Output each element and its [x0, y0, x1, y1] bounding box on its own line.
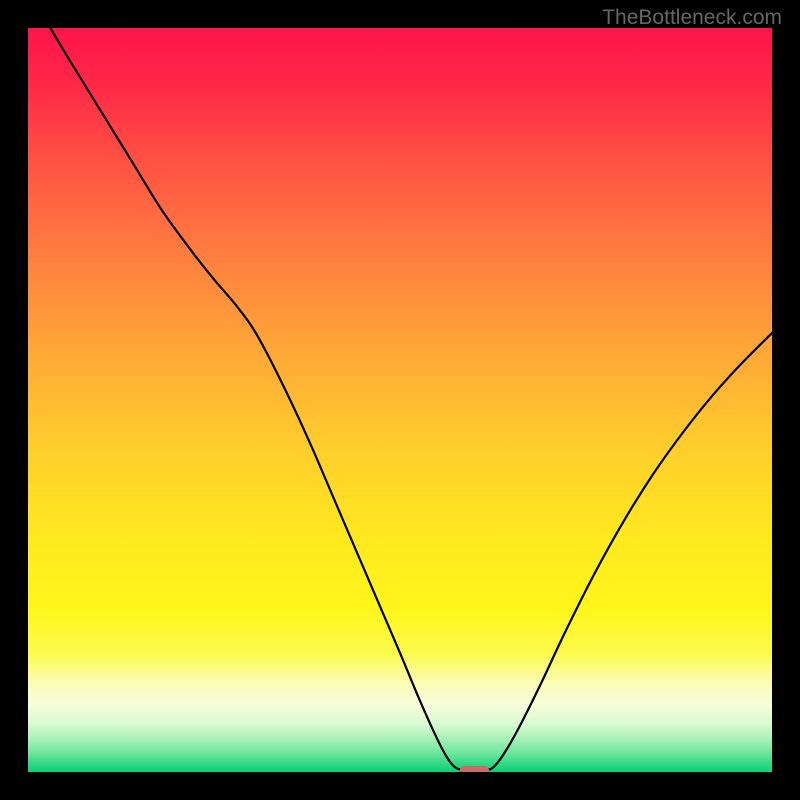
chart-svg [28, 28, 772, 772]
watermark-text: TheBottleneck.com [602, 6, 782, 30]
optimal-marker [460, 766, 490, 772]
chart-background [28, 28, 772, 772]
bottleneck-chart [28, 28, 772, 772]
